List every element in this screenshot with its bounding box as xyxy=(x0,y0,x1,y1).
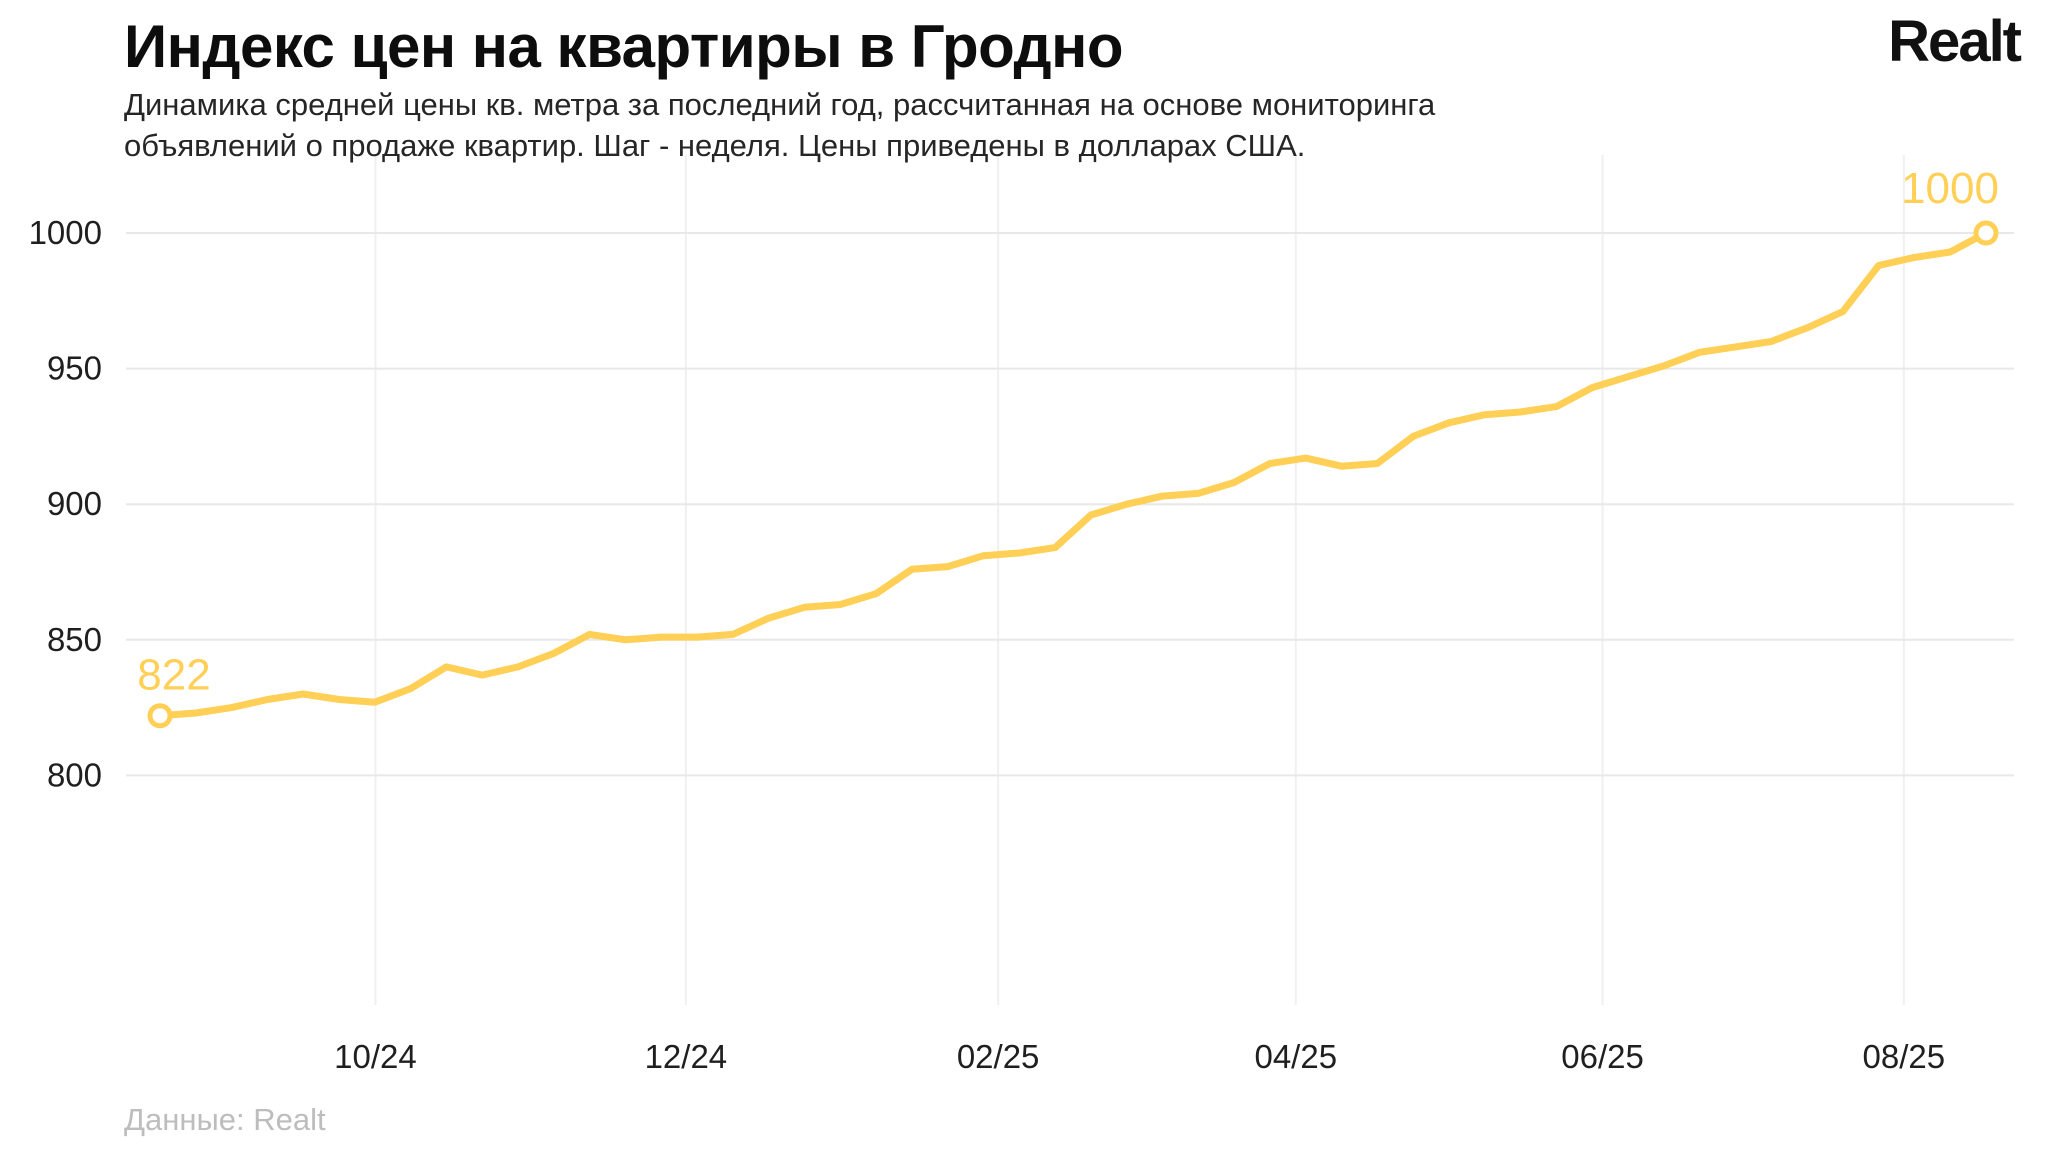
y-tick-label: 950 xyxy=(47,350,102,387)
price-line xyxy=(156,229,1990,720)
page-title: Индекс цен на квартиры в Гродно xyxy=(124,13,1124,80)
end-point-marker xyxy=(1973,220,1999,246)
page-subtitle-line-1: Динамика средней цены кв. метра за после… xyxy=(124,87,1436,122)
x-tick-label: 04/25 xyxy=(1254,1038,1337,1075)
start-value-label: 822 xyxy=(137,651,210,700)
y-tick-label: 900 xyxy=(47,485,102,522)
x-tick-label: 12/24 xyxy=(645,1038,728,1075)
data-source-note: Данные: Realt xyxy=(124,1102,326,1137)
x-tick-label: 10/24 xyxy=(334,1038,417,1075)
x-tick-label: 08/25 xyxy=(1863,1038,1946,1075)
y-tick-label: 850 xyxy=(47,621,102,658)
end-value-label: 1000 xyxy=(1901,164,1999,213)
start-point-marker xyxy=(147,703,173,729)
y-tick-label: 1000 xyxy=(29,214,102,251)
y-tick-label: 800 xyxy=(47,756,102,793)
page-subtitle: Динамика средней цены кв. метра за после… xyxy=(124,84,1435,166)
realt-logo: Realt xyxy=(1888,9,2022,74)
x-tick-label: 06/25 xyxy=(1561,1038,1644,1075)
x-tick-label: 02/25 xyxy=(957,1038,1040,1075)
page-subtitle-line-2: объявлений о продаже квартир. Шаг - неде… xyxy=(124,128,1306,163)
